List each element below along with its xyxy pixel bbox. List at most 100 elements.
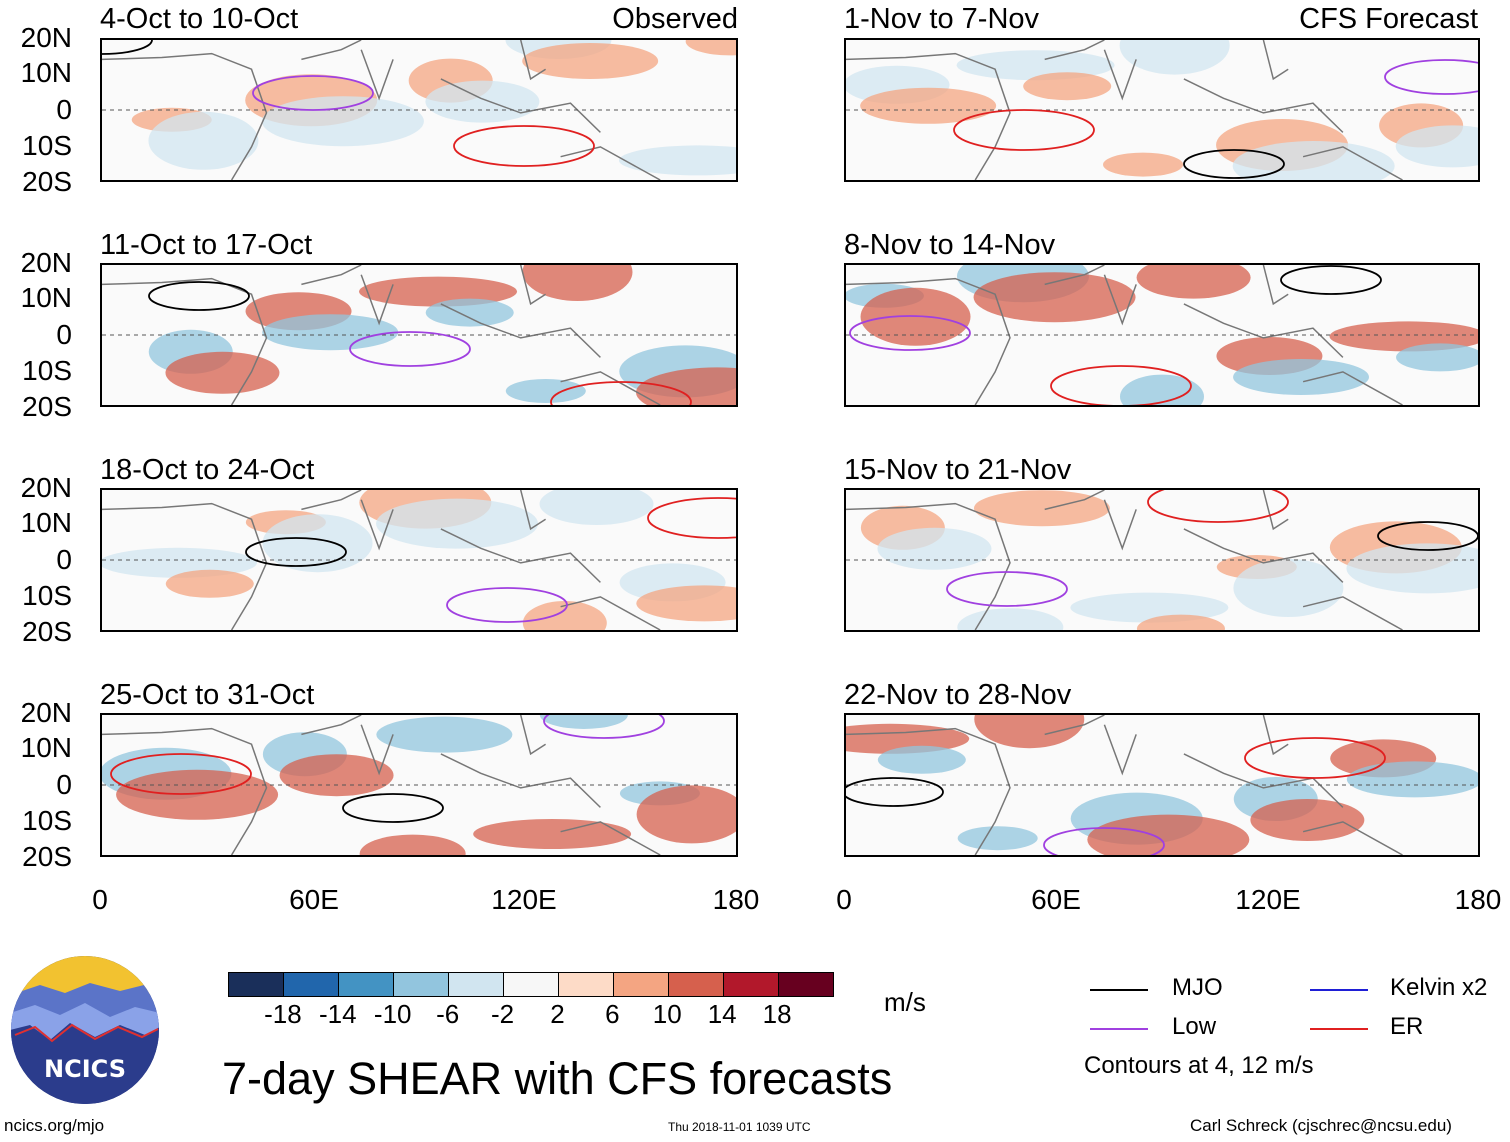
shear-anomaly xyxy=(522,43,659,79)
contour xyxy=(148,281,250,311)
shear-anomaly xyxy=(539,490,654,525)
shear-anomaly xyxy=(973,490,1110,527)
lat-label: 20N xyxy=(20,22,72,53)
coastline xyxy=(102,490,661,630)
contour xyxy=(1183,149,1285,179)
shear-anomaly xyxy=(957,826,1038,851)
contour xyxy=(252,75,374,111)
shear-anomaly xyxy=(860,87,997,124)
legend-low-label: Low xyxy=(1172,1013,1217,1040)
shear-anomaly xyxy=(262,514,373,573)
lon-label: 120E xyxy=(1235,884,1301,915)
contour xyxy=(1043,827,1165,855)
shear-anomaly xyxy=(636,785,736,844)
lat-label: 10N xyxy=(20,282,72,313)
legend-kelvin-line xyxy=(1310,989,1368,991)
shear-anomaly xyxy=(1136,614,1225,630)
colorbar-swatch xyxy=(339,973,394,996)
lon-label: 120E xyxy=(491,884,557,915)
legend-low-line xyxy=(1090,1028,1148,1030)
map-graphic xyxy=(846,40,1478,180)
shear-anomaly xyxy=(1233,559,1344,617)
contour xyxy=(453,125,595,167)
shear-anomaly xyxy=(1119,40,1230,75)
shear-anomaly xyxy=(261,96,424,147)
shear-anomaly xyxy=(279,754,394,797)
logo-text: NCICS xyxy=(44,1055,126,1083)
lat-label: 20S xyxy=(22,841,72,872)
panel-title: 1-Nov to 7-Nov xyxy=(844,3,1040,35)
contour xyxy=(110,753,252,795)
shear-anomaly xyxy=(877,745,966,774)
contour xyxy=(446,587,568,623)
colorbar-tick-label: -2 xyxy=(490,999,515,1029)
legend-kelvin-label: Kelvin x2 xyxy=(1390,974,1488,1001)
shear-anomaly xyxy=(636,585,736,622)
map-graphic xyxy=(846,265,1478,405)
colorbar-swatch xyxy=(669,973,724,996)
panel-title: 8-Nov to 14-Nov xyxy=(844,229,1056,261)
map-graphic xyxy=(846,490,1478,630)
colorbar-swatch xyxy=(284,973,339,996)
shear-anomaly xyxy=(376,716,513,753)
shear-anomaly xyxy=(505,379,586,403)
colorbar-tick-label: 6 xyxy=(605,999,620,1029)
contours-note: Contours at 4, 12 m/s xyxy=(1084,1052,1314,1079)
shear-anomaly xyxy=(425,80,540,123)
contour xyxy=(543,715,665,739)
lat-label: 20N xyxy=(20,472,72,503)
colorbar-tick-label: 10 xyxy=(652,999,682,1029)
shear-anomaly xyxy=(877,527,992,570)
colorbar-swatch xyxy=(779,973,833,996)
coastline xyxy=(102,715,661,855)
colorbar-tick-label: 18 xyxy=(762,999,792,1029)
coastline xyxy=(846,715,1403,855)
contour xyxy=(1050,365,1192,405)
shear-anomaly xyxy=(957,608,1064,630)
lon-label: 60E xyxy=(1031,884,1081,915)
lat-label: 20N xyxy=(20,247,72,278)
contour xyxy=(245,537,347,567)
shear-anomaly xyxy=(685,40,736,56)
shear-anomaly xyxy=(522,265,633,301)
shear-anomaly xyxy=(1395,125,1478,168)
map-panel xyxy=(844,263,1480,407)
lon-label: 180 xyxy=(1454,884,1502,915)
lat-label: 10N xyxy=(20,57,72,88)
colorbar-swatches xyxy=(228,972,834,997)
colorbar-swatch xyxy=(229,973,284,996)
contour xyxy=(1147,490,1289,523)
map-graphic xyxy=(846,715,1478,855)
coastline xyxy=(846,265,1403,405)
lat-label: 0 xyxy=(56,94,72,125)
shear-anomaly xyxy=(539,715,628,729)
map-panel xyxy=(844,713,1480,857)
lat-label: 20S xyxy=(22,391,72,422)
panel-title: 18-Oct to 24-Oct xyxy=(100,454,315,486)
forecast-label: CFS Forecast xyxy=(1299,3,1478,35)
colorbar-swatch xyxy=(504,973,559,996)
map-panel xyxy=(100,38,738,182)
shear-anomaly xyxy=(148,111,259,170)
shear-anomaly xyxy=(1346,543,1478,594)
ncics-logo: NCICS xyxy=(10,955,160,1105)
colorbar-tick-label: 2 xyxy=(550,999,565,1029)
lat-label: 10S xyxy=(22,130,72,161)
colorbar-tick-label: -6 xyxy=(436,999,460,1029)
map-panel xyxy=(100,488,738,632)
footer-timestamp: Thu 2018-11-01 1039 UTC xyxy=(668,1120,811,1134)
lon-label: 60E xyxy=(289,884,339,915)
map-panel xyxy=(100,713,738,857)
colorbar-tick-label: -18 xyxy=(264,999,302,1029)
legend-mjo-label: MJO xyxy=(1172,974,1223,1001)
lat-label: 10N xyxy=(20,732,72,763)
observed-label: Observed xyxy=(612,3,738,35)
panel-title: 22-Nov to 28-Nov xyxy=(844,679,1072,711)
colorbar-swatch xyxy=(614,973,669,996)
colorbar xyxy=(228,972,834,997)
contour xyxy=(1377,521,1478,551)
logo-graphic xyxy=(11,956,159,1104)
shear-anomaly xyxy=(1136,265,1251,299)
panel-title: 25-Oct to 31-Oct xyxy=(100,679,315,711)
contour xyxy=(846,777,944,807)
